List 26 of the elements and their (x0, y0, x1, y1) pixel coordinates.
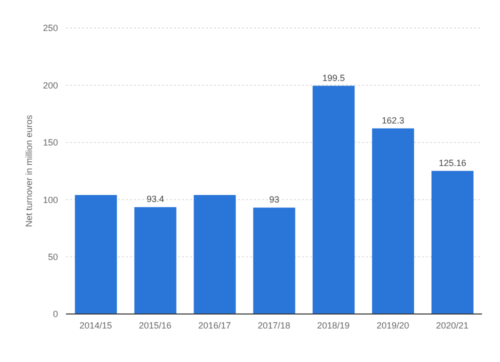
y-tick-label: 100 (42, 194, 58, 205)
bar (74, 195, 117, 314)
y-tick-label: 200 (42, 80, 58, 90)
data-label: 93 (269, 194, 280, 205)
x-tick-label: 2019/20 (376, 320, 410, 330)
bar (134, 207, 176, 314)
x-tick-label: 2016/17 (198, 320, 231, 330)
bar (194, 195, 236, 314)
y-axis-title: Net turnover in million euros (24, 114, 34, 228)
x-tick-label: 2020/21 (436, 320, 469, 330)
data-label: 93.4 (146, 194, 164, 204)
y-tick-label: 50 (48, 252, 58, 262)
data-label: 199.5 (322, 72, 345, 83)
bar (312, 86, 355, 314)
x-tick-label: 2017/18 (258, 320, 290, 330)
bar (372, 128, 414, 314)
x-tick-label: 2015/16 (138, 320, 172, 330)
data-label: 125.16 (438, 158, 466, 168)
bar (431, 170, 474, 314)
y-tick-label: 0 (52, 309, 58, 320)
x-tick-label: 2014/15 (79, 320, 112, 330)
y-tick-label: 250 (42, 23, 58, 34)
bar (253, 208, 296, 314)
y-tick-label: 150 (42, 138, 58, 148)
data-label: 162.3 (382, 115, 404, 126)
x-tick-label: 2018/19 (317, 320, 350, 330)
